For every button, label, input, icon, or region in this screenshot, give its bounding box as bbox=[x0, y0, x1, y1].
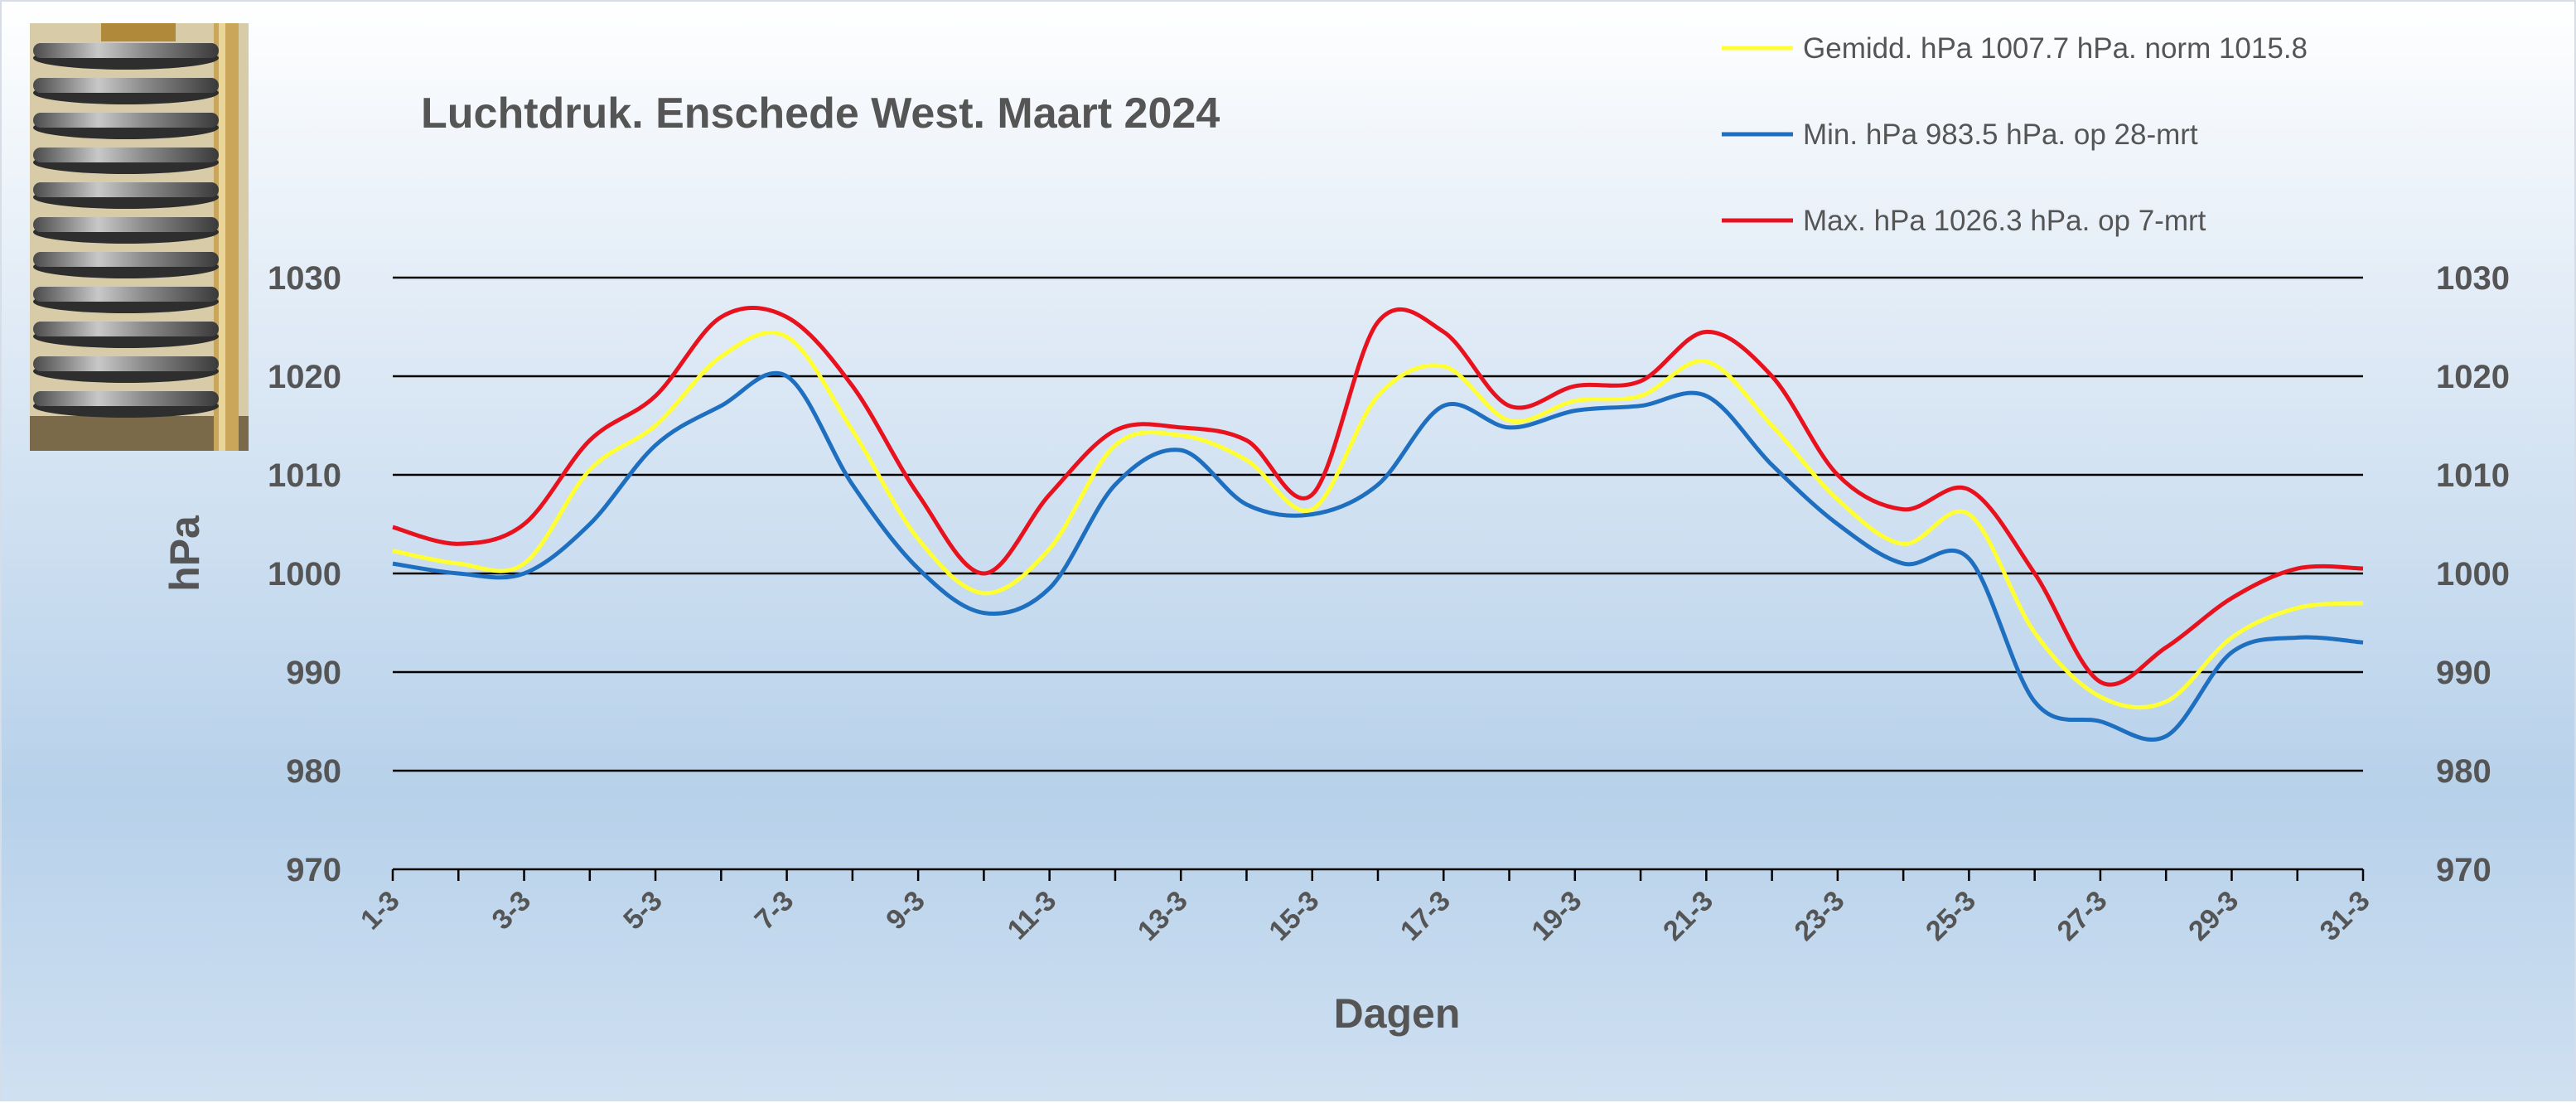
y-tick-label-right: 1030 bbox=[2436, 260, 2510, 297]
x-tick-label: 7-3 bbox=[749, 885, 800, 936]
series-line-0 bbox=[393, 332, 2363, 707]
legend-label: Min. hPa 983.5 hPa. op 28-mrt bbox=[1803, 119, 2198, 151]
series-lines bbox=[393, 307, 2363, 739]
x-tick-label: 11-3 bbox=[1002, 885, 1063, 946]
y-axis-left: 970 980 990 1000 1010 1020 1030 bbox=[268, 260, 341, 888]
x-tick-label: 25-3 bbox=[1920, 885, 1982, 947]
x-tick-label: 27-3 bbox=[2052, 885, 2114, 947]
legend: Gemidd. hPa 1007.7 hPa. norm 1015.8 Min. … bbox=[1722, 32, 2308, 237]
y-tick-label-left: 970 bbox=[286, 852, 341, 888]
series-line-2 bbox=[393, 307, 2363, 685]
x-axis: 1-3 3-3 5-3 7-3 9-3 11-3 13-3 15-3 17-3 19-3 21-3 2… bbox=[355, 869, 2376, 947]
barometer-photo bbox=[30, 23, 249, 451]
x-tick-label: 3-3 bbox=[486, 885, 538, 936]
x-tick-label: 21-3 bbox=[1657, 885, 1719, 947]
y-axis-right: 970 980 990 1000 1010 1020 1030 bbox=[2436, 260, 2510, 888]
y-tick-label-left: 990 bbox=[286, 655, 341, 691]
x-tick-label: 19-3 bbox=[1525, 885, 1588, 947]
x-tick-label: 31-3 bbox=[2314, 885, 2376, 947]
x-tick-label: 1-3 bbox=[355, 885, 406, 936]
x-tick-label: 23-3 bbox=[1789, 885, 1851, 947]
x-tick-label: 9-3 bbox=[880, 885, 931, 936]
y-tick-label-right: 970 bbox=[2436, 852, 2491, 888]
y-tick-label-left: 1030 bbox=[268, 260, 341, 297]
y-tick-label-right: 990 bbox=[2436, 655, 2491, 691]
y-axis-label: hPa bbox=[162, 515, 208, 592]
y-tick-label-right: 1020 bbox=[2436, 359, 2510, 395]
x-axis-label: Dagen bbox=[1334, 990, 1461, 1037]
y-tick-label-left: 1010 bbox=[268, 457, 341, 494]
gridlines bbox=[393, 278, 2363, 869]
y-tick-label-right: 1000 bbox=[2436, 556, 2510, 593]
chart-title: Luchtdruk. Enschede West. Maart 2024 bbox=[421, 89, 1220, 138]
x-tick-label: 15-3 bbox=[1263, 885, 1325, 947]
y-tick-label-left: 1000 bbox=[268, 556, 341, 593]
y-tick-label-left: 1020 bbox=[268, 359, 341, 395]
legend-label: Gemidd. hPa 1007.7 hPa. norm 1015.8 bbox=[1803, 32, 2308, 65]
y-tick-label-right: 1010 bbox=[2436, 457, 2510, 494]
x-tick-label: 5-3 bbox=[617, 885, 669, 936]
x-tick-label: 17-3 bbox=[1394, 885, 1457, 947]
series-line-1 bbox=[393, 373, 2363, 739]
x-tick-label: 29-3 bbox=[2182, 885, 2245, 947]
y-tick-label-left: 980 bbox=[286, 753, 341, 790]
y-tick-label-right: 980 bbox=[2436, 753, 2491, 790]
legend-label: Max. hPa 1026.3 hPa. op 7-mrt bbox=[1803, 205, 2206, 237]
x-tick-label: 13-3 bbox=[1132, 885, 1194, 947]
